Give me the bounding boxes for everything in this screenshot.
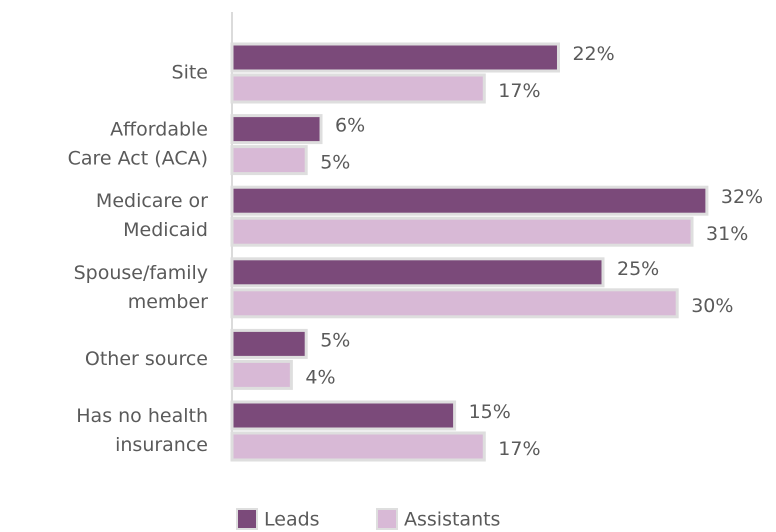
legend-swatch <box>376 508 398 530</box>
category-label: Site <box>172 62 208 84</box>
category-label: member <box>128 291 208 313</box>
bar <box>230 400 457 431</box>
category-label: Care Act (ACA) <box>68 148 208 170</box>
category-label: insurance <box>115 434 208 456</box>
bar <box>230 431 486 462</box>
legend-swatch <box>236 508 258 530</box>
value-label: 32% <box>721 186 763 208</box>
bar <box>230 257 605 288</box>
value-label: 5% <box>320 329 350 351</box>
value-label: 17% <box>498 80 540 102</box>
value-label: 22% <box>572 43 614 65</box>
value-label: 17% <box>498 438 540 460</box>
bar <box>230 145 308 176</box>
category-label: Other source <box>85 348 208 370</box>
bar <box>230 73 486 104</box>
value-label: 25% <box>617 258 659 280</box>
category-label: Medicare or <box>96 190 208 212</box>
bar <box>230 42 560 73</box>
category-label: Medicaid <box>123 219 208 241</box>
bar <box>230 359 293 390</box>
bar <box>230 185 709 216</box>
category-label: Spouse/family <box>74 262 208 284</box>
category-label: Has no health <box>76 405 208 427</box>
category-label: Affordable <box>110 119 208 141</box>
value-label: 15% <box>469 401 511 423</box>
bar <box>230 114 323 145</box>
legend-label: Assistants <box>404 509 500 531</box>
legend-label: Leads <box>264 509 320 531</box>
bar <box>230 328 308 359</box>
value-label: 31% <box>706 223 748 245</box>
value-label: 6% <box>335 115 365 137</box>
bar <box>230 216 694 247</box>
value-label: 5% <box>320 152 350 174</box>
value-label: 30% <box>691 295 733 317</box>
value-label: 4% <box>305 366 335 388</box>
bar <box>230 288 679 319</box>
